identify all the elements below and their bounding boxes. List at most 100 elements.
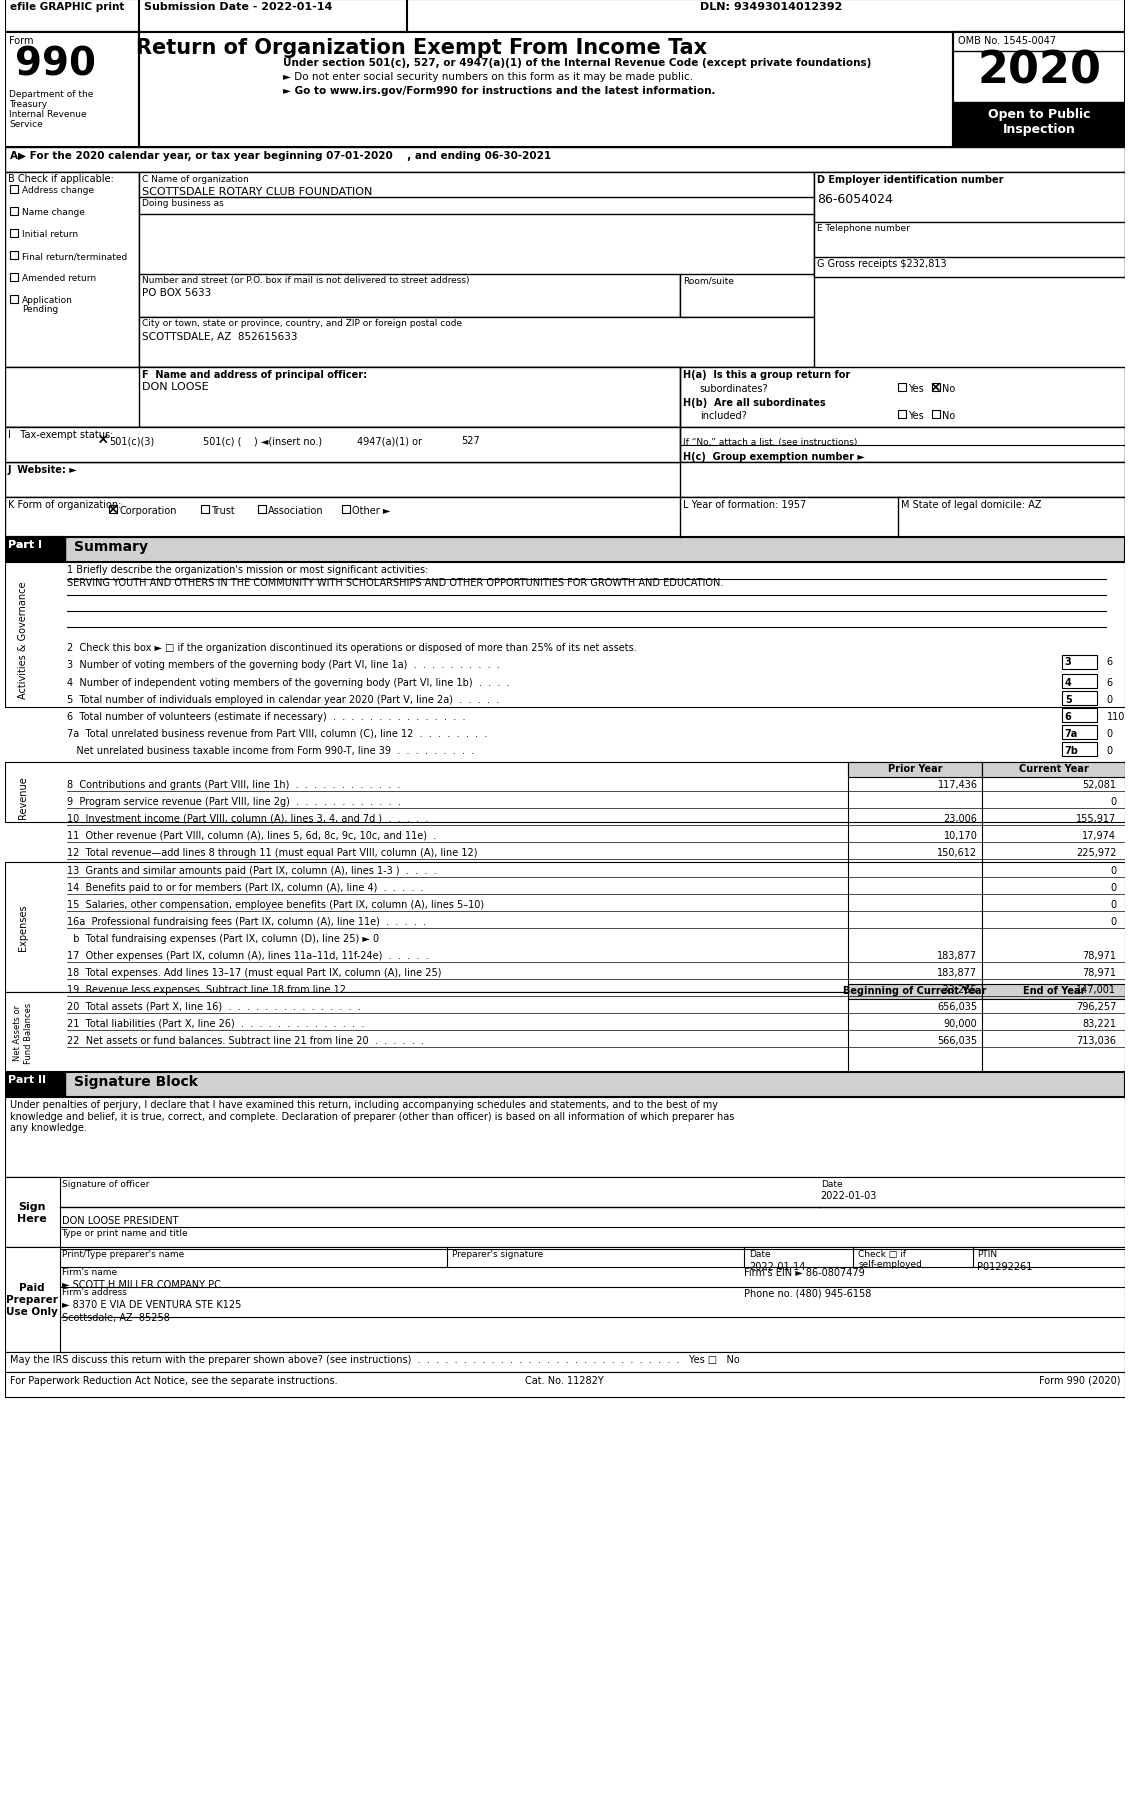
- Text: 19  Revenue less expenses. Subtract line 18 from line 12  .  .  .  .  .  .  .  .: 19 Revenue less expenses. Subtract line …: [67, 985, 420, 994]
- Bar: [898, 410, 907, 419]
- Text: 13  Grants and similar amounts paid (Part IX, column (A), lines 1-3 )  .  .  .  : 13 Grants and similar amounts paid (Part…: [67, 866, 436, 876]
- Text: included?: included?: [700, 410, 746, 421]
- Bar: [5, 148, 1126, 173]
- Bar: [139, 369, 680, 428]
- Text: Type or print name and title: Type or print name and title: [62, 1229, 189, 1238]
- Bar: [201, 506, 210, 513]
- Text: ► Go to www.irs.gov/Form990 for instructions and the latest information.: ► Go to www.irs.gov/Form990 for instruct…: [283, 87, 716, 96]
- Text: 78,971: 78,971: [1083, 967, 1117, 978]
- Text: I   Tax-exempt status:: I Tax-exempt status:: [8, 430, 113, 439]
- Text: 0: 0: [1110, 900, 1117, 909]
- Text: 4: 4: [1065, 678, 1071, 688]
- Text: 10,170: 10,170: [944, 831, 978, 840]
- Text: H(b)  Are all subordinates: H(b) Are all subordinates: [683, 398, 825, 408]
- Bar: [5, 428, 680, 463]
- Text: H(a)  Is this a group return for: H(a) Is this a group return for: [683, 370, 850, 379]
- Text: D Employer identification number: D Employer identification number: [816, 175, 1004, 184]
- Bar: [849, 985, 982, 999]
- Text: 501(c)(3): 501(c)(3): [110, 435, 155, 446]
- Bar: [5, 463, 1126, 497]
- Text: Revenue: Revenue: [18, 777, 28, 819]
- Text: Scottsdale, AZ  85258: Scottsdale, AZ 85258: [62, 1312, 169, 1323]
- Bar: [931, 383, 939, 392]
- Text: 78,971: 78,971: [1083, 950, 1117, 961]
- Text: Print/Type preparer's name: Print/Type preparer's name: [62, 1249, 184, 1258]
- Text: 7a: 7a: [1065, 728, 1078, 739]
- Bar: [680, 275, 814, 318]
- Text: G Gross receipts $232,813: G Gross receipts $232,813: [816, 258, 946, 269]
- Text: 796,257: 796,257: [1076, 1001, 1117, 1012]
- Text: 225,972: 225,972: [1076, 847, 1117, 858]
- Bar: [953, 103, 1126, 148]
- Bar: [5, 862, 1126, 992]
- Text: 990: 990: [15, 45, 96, 83]
- Bar: [931, 410, 939, 419]
- Text: 15  Salaries, other compensation, employee benefits (Part IX, column (A), lines : 15 Salaries, other compensation, employe…: [67, 900, 483, 909]
- Bar: [110, 506, 117, 513]
- Text: 0: 0: [1110, 916, 1117, 927]
- Bar: [5, 538, 64, 562]
- Text: 18  Total expenses. Add lines 13–17 (must equal Part IX, column (A), line 25): 18 Total expenses. Add lines 13–17 (must…: [67, 967, 441, 978]
- Text: Activities & Governance: Activities & Governance: [18, 580, 28, 698]
- Text: 12  Total revenue—add lines 8 through 11 (must equal Part VIII, column (A), line: 12 Total revenue—add lines 8 through 11 …: [67, 847, 478, 858]
- Text: Under section 501(c), 527, or 4947(a)(1) of the Internal Revenue Code (except pr: Under section 501(c), 527, or 4947(a)(1)…: [283, 58, 872, 69]
- Text: Expenses: Expenses: [18, 904, 28, 950]
- Text: 155,917: 155,917: [1076, 813, 1117, 824]
- Bar: [5, 369, 1126, 428]
- Bar: [5, 33, 1126, 148]
- Text: Trust: Trust: [211, 506, 235, 515]
- Text: 6: 6: [1106, 656, 1112, 667]
- Text: Amended return: Amended return: [21, 275, 96, 284]
- Text: ► Do not enter social security numbers on this form as it may be made public.: ► Do not enter social security numbers o…: [283, 72, 693, 81]
- Bar: [5, 1178, 1126, 1247]
- Text: 656,035: 656,035: [937, 1001, 978, 1012]
- Bar: [342, 506, 350, 513]
- Bar: [193, 435, 201, 445]
- Text: Preparer's signature: Preparer's signature: [452, 1249, 543, 1258]
- Text: B Check if applicable:: B Check if applicable:: [8, 173, 114, 184]
- Bar: [5, 763, 1126, 822]
- Text: 20  Total assets (Part X, line 16)  .  .  .  .  .  .  .  .  .  .  .  .  .  .  .: 20 Total assets (Part X, line 16) . . . …: [67, 1001, 360, 1012]
- Text: E Telephone number: E Telephone number: [816, 224, 910, 233]
- Text: 0: 0: [1106, 694, 1112, 705]
- Text: Part I: Part I: [8, 540, 42, 549]
- Text: 11  Other revenue (Part VIII, column (A), lines 5, 6d, 8c, 9c, 10c, and 11e)  .: 11 Other revenue (Part VIII, column (A),…: [67, 831, 436, 840]
- Bar: [5, 1372, 1126, 1397]
- Text: 183,877: 183,877: [937, 967, 978, 978]
- Text: Submission Date - 2022-01-14: Submission Date - 2022-01-14: [143, 2, 332, 13]
- Text: Net unrelated business taxable income from Form 990-T, line 39  .  .  .  .  .  .: Net unrelated business taxable income fr…: [67, 746, 474, 755]
- Bar: [99, 435, 107, 445]
- Text: efile GRAPHIC print: efile GRAPHIC print: [10, 2, 124, 13]
- Text: Pending: Pending: [21, 305, 58, 314]
- Text: For Paperwork Reduction Act Notice, see the separate instructions.: For Paperwork Reduction Act Notice, see …: [10, 1375, 338, 1386]
- Text: SERVING YOUTH AND OTHERS IN THE COMMUNITY WITH SCHOLARSHIPS AND OTHER OPPORTUNIT: SERVING YOUTH AND OTHERS IN THE COMMUNIT…: [67, 578, 723, 587]
- Text: Number and street (or P.O. box if mail is not delivered to street address): Number and street (or P.O. box if mail i…: [142, 276, 470, 286]
- Text: Form 990 (2020): Form 990 (2020): [1039, 1375, 1120, 1386]
- Text: Date: Date: [821, 1180, 842, 1189]
- Text: L Year of formation: 1957: L Year of formation: 1957: [683, 501, 806, 510]
- Bar: [5, 1072, 1126, 1097]
- Text: H(c)  Group exemption number ►: H(c) Group exemption number ►: [683, 452, 865, 463]
- Text: 150,612: 150,612: [937, 847, 978, 858]
- Bar: [898, 383, 907, 392]
- Text: No: No: [942, 383, 955, 394]
- Text: ► SCOTT H MILLER COMPANY PC: ► SCOTT H MILLER COMPANY PC: [62, 1279, 220, 1288]
- Text: Treasury: Treasury: [9, 99, 47, 108]
- Text: 2  Check this box ► □ if the organization discontinued its operations or dispose: 2 Check this box ► □ if the organization…: [67, 643, 637, 652]
- Text: 4947(a)(1) or: 4947(a)(1) or: [357, 435, 422, 446]
- Bar: [5, 1178, 60, 1247]
- Text: ► 8370 E VIA DE VENTURA STE K125: ► 8370 E VIA DE VENTURA STE K125: [62, 1299, 240, 1310]
- Text: Internal Revenue: Internal Revenue: [9, 110, 87, 119]
- Text: 147,001: 147,001: [1076, 985, 1117, 994]
- Text: PTIN: PTIN: [978, 1249, 998, 1258]
- Text: Doing business as: Doing business as: [142, 199, 224, 208]
- Text: subordinates?: subordinates?: [700, 383, 768, 394]
- Text: 6: 6: [1106, 678, 1112, 688]
- Text: Name change: Name change: [21, 208, 85, 217]
- Text: Yes: Yes: [908, 383, 924, 394]
- Text: Net Assets or
Fund Balances: Net Assets or Fund Balances: [14, 1001, 33, 1063]
- Bar: [5, 562, 1126, 708]
- Bar: [1062, 726, 1096, 739]
- Bar: [452, 435, 460, 445]
- Text: 566,035: 566,035: [937, 1035, 978, 1046]
